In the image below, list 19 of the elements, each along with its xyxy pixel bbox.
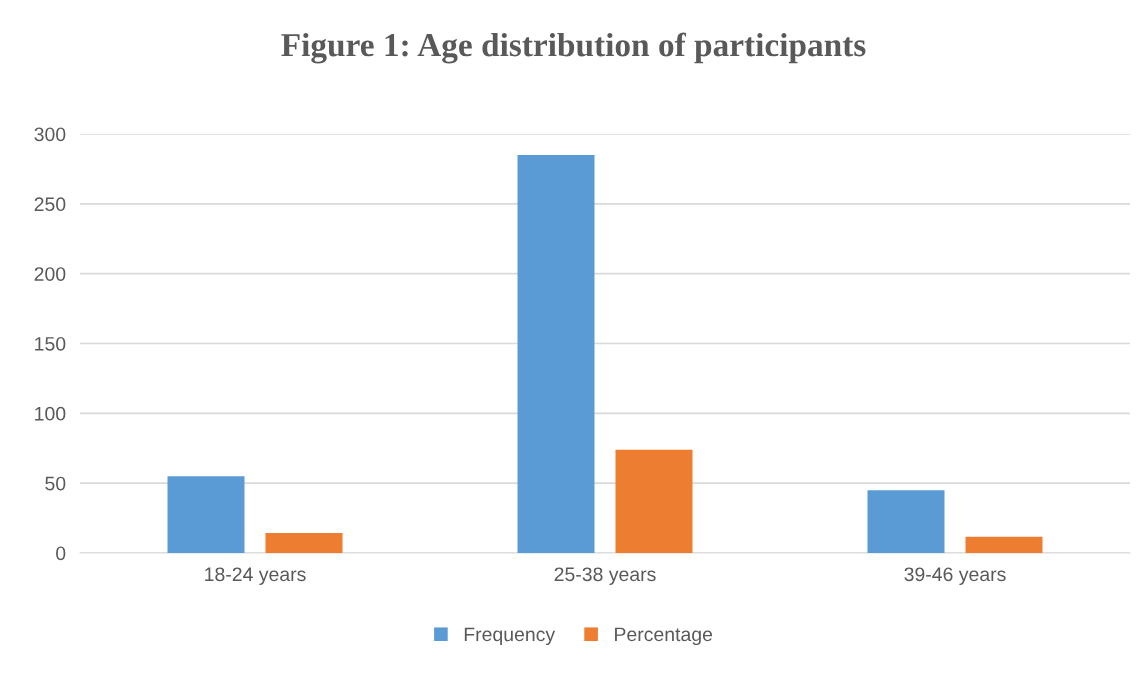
bar xyxy=(167,476,245,553)
y-tick-label: 300 xyxy=(34,127,66,142)
y-tick-label: 0 xyxy=(56,546,66,561)
y-tick-label: 200 xyxy=(34,267,66,281)
bar xyxy=(965,536,1043,553)
x-tick-label: 25-38 years xyxy=(554,567,656,586)
bar xyxy=(615,449,693,553)
y-tick-label: 150 xyxy=(35,336,66,351)
y-tick-label: 100 xyxy=(35,406,66,421)
chart-title: Figure 1: Age distribution of participants xyxy=(281,32,866,64)
y-tick-label: 50 xyxy=(45,476,66,491)
y-tick-label: 250 xyxy=(34,197,66,212)
bar xyxy=(867,490,945,553)
bar xyxy=(265,533,343,553)
legend-label: Frequency xyxy=(464,627,556,646)
bar xyxy=(517,154,595,553)
legend-label: Percentage xyxy=(615,627,713,646)
x-tick-label: 39-46 years xyxy=(904,567,1006,586)
x-tick-label: 18-24 years xyxy=(205,567,306,586)
